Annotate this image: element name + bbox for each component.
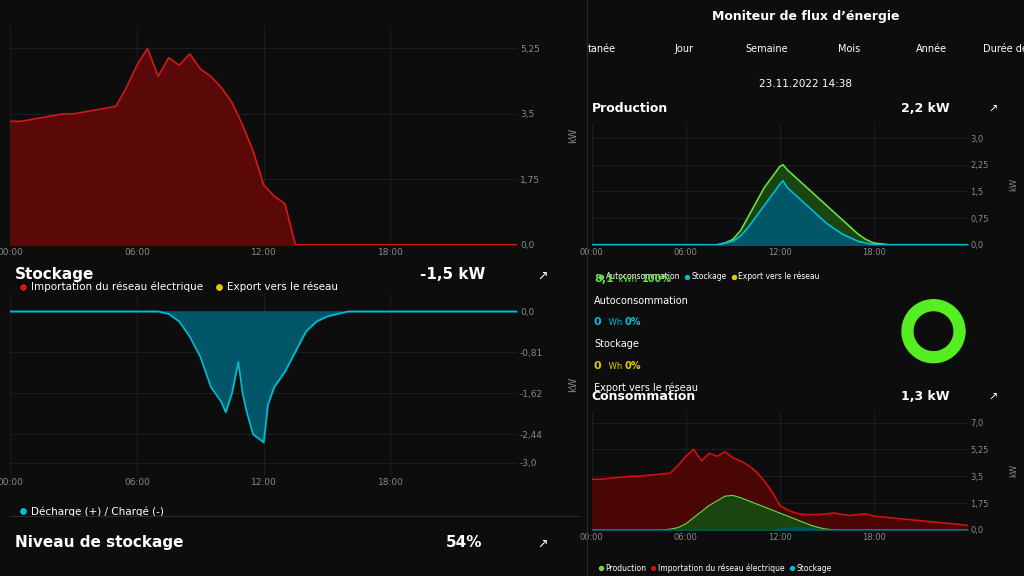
Text: Semaine: Semaine [745,44,788,54]
Text: Export vers le réseau: Export vers le réseau [594,382,698,392]
Text: Stockage: Stockage [594,339,639,349]
Text: 8,1: 8,1 [594,274,613,284]
Text: Autoconsommation: Autoconsommation [594,296,689,306]
Text: ↗: ↗ [538,537,548,550]
Text: 100%: 100% [642,274,672,284]
Text: kW: kW [568,128,579,143]
Text: -1,5 kW: -1,5 kW [420,267,485,282]
Legend: Importation du réseau électrique, Export vers le réseau: Importation du réseau électrique, Export… [15,278,342,297]
Text: tanée: tanée [588,44,616,54]
Text: 1,3 kW: 1,3 kW [901,391,949,403]
Text: 23.11.2022 14:38: 23.11.2022 14:38 [759,78,852,89]
Text: ↗: ↗ [538,270,548,282]
Text: kW: kW [568,377,579,392]
Text: Consommation: Consommation [592,391,696,403]
Legend: Production, Importation du réseau électrique, Stockage: Production, Importation du réseau électr… [596,560,835,575]
Text: ↗: ↗ [988,392,997,402]
Polygon shape [902,300,965,363]
Text: 2,2 kW: 2,2 kW [901,103,949,115]
Text: ↗: ↗ [988,104,997,114]
Text: Mois: Mois [838,44,860,54]
Text: Durée de vie: Durée de vie [982,44,1024,54]
Polygon shape [914,312,952,350]
Text: kW: kW [1010,178,1018,191]
Text: Jour: Jour [675,44,694,54]
Text: 0: 0 [594,361,601,370]
Text: 54%: 54% [445,535,482,550]
Text: 0%: 0% [625,317,641,327]
Legend: Décharge (+) / Chargé (-): Décharge (+) / Chargé (-) [15,502,168,521]
Text: kWh: kWh [616,275,638,284]
Text: Année: Année [915,44,947,54]
Legend: Autoconsommation, Stockage, Export vers le réseau: Autoconsommation, Stockage, Export vers … [596,269,823,285]
Text: Stockage: Stockage [15,267,95,282]
Text: Wh: Wh [606,319,623,327]
Text: Wh: Wh [606,362,623,370]
Text: 0: 0 [594,317,601,327]
Text: Moniteur de flux d’énergie: Moniteur de flux d’énergie [712,10,899,23]
Text: Niveau de stockage: Niveau de stockage [15,535,184,550]
Text: kW: kW [1010,464,1018,478]
Text: Production: Production [592,103,668,115]
Text: 0%: 0% [625,361,641,370]
